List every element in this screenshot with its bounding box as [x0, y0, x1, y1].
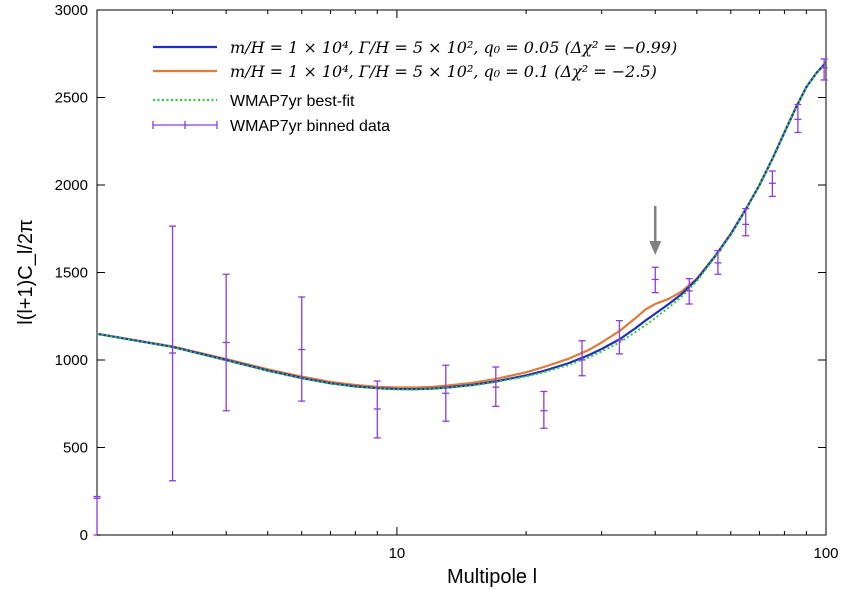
- binned-data-layer: [93, 58, 828, 536]
- legend-label-q01: m/H = 1 × 10⁴, Γ/H = 5 × 10², q₀ = 0.1 (…: [230, 62, 657, 81]
- y-tick-label: 2000: [55, 177, 88, 194]
- legend-label-bestfit: WMAP7yr best-fit: [230, 93, 355, 110]
- y-tick-label: 0: [80, 527, 88, 544]
- binned-point: [298, 296, 306, 402]
- legend: m/H = 1 × 10⁴, Γ/H = 5 × 10², q₀ = 0.05 …: [152, 38, 677, 135]
- binned-point: [169, 225, 177, 482]
- axes: 0 500 1000 1500 2000 2500 3000 10 100: [55, 2, 839, 562]
- x-tick-label: 10: [389, 545, 406, 562]
- legend-label-binned: WMAP7yr binned data: [230, 118, 390, 135]
- y-tick-label: 3000: [55, 2, 88, 19]
- series-line-3: [96, 61, 827, 391]
- binned-point: [685, 277, 693, 305]
- x-axis-title: Multipole l: [447, 566, 537, 588]
- legend-label-q005: m/H = 1 × 10⁴, Γ/H = 5 × 10², q₀ = 0.05 …: [230, 38, 677, 57]
- annotation-layer: [649, 206, 662, 255]
- series-line-2: [96, 61, 827, 389]
- series-layer: [96, 61, 827, 391]
- y-tick-label: 1500: [55, 265, 88, 282]
- binned-point: [714, 249, 722, 275]
- series-line-1: [96, 61, 827, 391]
- binned-point: [742, 207, 750, 237]
- binned-point: [492, 366, 500, 408]
- binned-point: [578, 340, 586, 377]
- binned-point: [442, 364, 450, 422]
- plot-frame: [96, 9, 827, 536]
- binned-point: [93, 495, 101, 536]
- y-tick-label: 2500: [55, 90, 88, 107]
- binned-point: [768, 170, 776, 198]
- y-axis-title: l(l+1)C_l/2π: [15, 219, 37, 325]
- binned-point: [651, 266, 659, 294]
- arrow-annotation: [649, 206, 662, 255]
- x-tick-label: 100: [813, 545, 838, 562]
- plot-area: [96, 9, 827, 536]
- binned-point: [373, 380, 381, 439]
- binned-point: [820, 58, 828, 81]
- binned-point: [615, 319, 623, 355]
- y-tick-label: 1000: [55, 352, 88, 369]
- binned-point: [794, 103, 802, 134]
- binned-point: [540, 390, 548, 429]
- arrow-head: [649, 241, 662, 255]
- y-tick-label: 500: [63, 440, 88, 457]
- binned-point: [222, 273, 230, 412]
